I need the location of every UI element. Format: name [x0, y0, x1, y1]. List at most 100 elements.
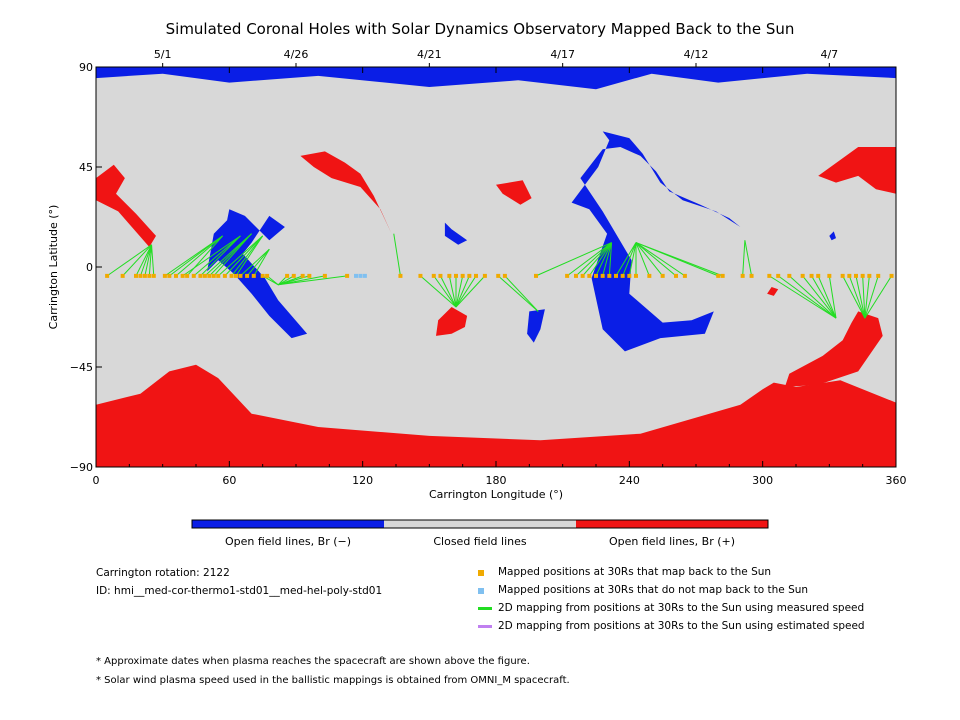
y-tick-label: 45	[79, 161, 93, 174]
mapped-point	[587, 273, 592, 278]
mapped-point	[151, 273, 156, 278]
mapping-line	[497, 275, 539, 312]
coronal-hole-negative-11	[444, 222, 468, 245]
mapping-line	[855, 275, 866, 319]
date-label: 5/1	[154, 48, 172, 61]
mapping-line	[635, 242, 723, 277]
mapped-point	[565, 273, 570, 278]
legend-label: 2D mapping from positions at 30Rs to the…	[498, 620, 865, 632]
mapped-point	[889, 273, 894, 278]
mapped-point	[594, 273, 598, 278]
mapping-line	[455, 275, 464, 308]
legend-label: Mapped positions at 30Rs that do not map…	[498, 584, 809, 596]
mapping-line	[864, 275, 870, 319]
mapping-line	[615, 242, 637, 277]
note-speed: * Solar wind plasma speed used in the ba…	[96, 675, 570, 686]
coronal-hole-positive-6	[436, 307, 468, 336]
x-tick-label: 240	[619, 474, 640, 487]
mapping-line	[217, 235, 264, 277]
mapped-point	[809, 273, 814, 278]
axes-layer: 0 60 120 180 240 300 360 −90 −45 0 45 90 5/1 4/26 4/21…	[47, 48, 907, 501]
mapped-point	[222, 273, 227, 278]
mapping-line	[788, 275, 837, 319]
mapping-line	[864, 275, 879, 319]
mapped-point	[620, 273, 625, 278]
mapping-line	[439, 275, 457, 308]
mapping-line	[535, 242, 612, 277]
mapped-point	[142, 273, 147, 278]
coronal-hole-positive-1	[96, 364, 896, 467]
mapping-line	[277, 275, 295, 286]
mapped-point	[180, 273, 185, 278]
mapped-point	[198, 273, 203, 278]
carrington-rotation: Carrington rotation: 2122	[96, 567, 230, 579]
mapped-point	[854, 273, 858, 278]
mapped-point	[776, 273, 781, 278]
mapped-point	[800, 273, 805, 278]
mapped-point	[827, 273, 832, 278]
mapped-point	[438, 273, 443, 278]
mapped-point	[482, 273, 487, 278]
coronal-hole-positive-4	[496, 180, 532, 205]
x-tick-label: 60	[222, 474, 236, 487]
mapped-point	[307, 273, 312, 278]
mapping-line	[151, 244, 155, 276]
coronal-hole-negative-0	[96, 67, 896, 90]
mapped-point	[185, 273, 190, 278]
mapping-line	[420, 275, 457, 308]
unmapped-swatch	[478, 588, 484, 594]
chart-title: Simulated Coronal Holes with Solar Dynam…	[165, 20, 795, 38]
mapped-point	[216, 273, 221, 278]
mapping-line	[635, 242, 650, 277]
mapped-point	[265, 273, 270, 278]
mapped-point	[647, 273, 652, 278]
mapped-point	[207, 273, 212, 278]
date-label: 4/17	[550, 48, 575, 61]
mapped-point	[234, 273, 238, 278]
mapped-point	[251, 273, 256, 278]
mapping-line	[802, 275, 837, 319]
mapping-line	[208, 233, 252, 277]
mapping-line	[246, 248, 270, 277]
coronal-hole-positive-14	[169, 369, 185, 396]
mapping-line	[253, 248, 270, 277]
mapped-point	[105, 273, 110, 278]
legend-label: 2D mapping from positions at 30Rs to the…	[498, 602, 865, 614]
measured-swatch	[478, 607, 492, 610]
mapping-line	[278, 275, 348, 286]
date-label: 4/21	[417, 48, 442, 61]
mapping-line	[433, 275, 457, 308]
y-tick-label: −90	[70, 461, 93, 474]
mapping-line	[182, 235, 241, 277]
mapped-point	[467, 273, 472, 278]
date-label: 4/7	[820, 48, 838, 61]
coronal-hole-positive-3	[300, 151, 392, 234]
mapped-point	[245, 273, 250, 278]
colorbar-label: Open field lines, Br (+)	[609, 535, 735, 548]
x-axis-title: Carrington Longitude (°)	[429, 488, 563, 501]
mapping-line	[235, 235, 264, 277]
mapped-swatch	[478, 570, 484, 576]
mapped-point	[300, 273, 305, 278]
coronal-hole-positive-8	[767, 287, 779, 296]
mapping-line	[175, 235, 223, 277]
mapping-line	[135, 244, 153, 277]
mapped-point	[502, 273, 507, 278]
mapped-point	[418, 273, 423, 278]
mapping-line	[106, 244, 152, 277]
mapping-line	[575, 242, 612, 277]
mapping-line	[186, 235, 224, 277]
mapping-line	[504, 275, 539, 312]
mapped-point	[398, 273, 403, 278]
mapping-line	[742, 240, 746, 276]
mapped-point	[627, 273, 632, 278]
mapped-point	[120, 273, 125, 278]
mapping-line	[231, 235, 264, 277]
model-id: ID: hmi__med-cor-thermo1-std01__med-hel-…	[96, 585, 383, 597]
mapped-point	[202, 273, 207, 278]
mapping-line	[635, 242, 677, 277]
mapping-line	[455, 275, 477, 308]
mapping-line	[622, 242, 637, 277]
mapped-point	[847, 273, 852, 278]
